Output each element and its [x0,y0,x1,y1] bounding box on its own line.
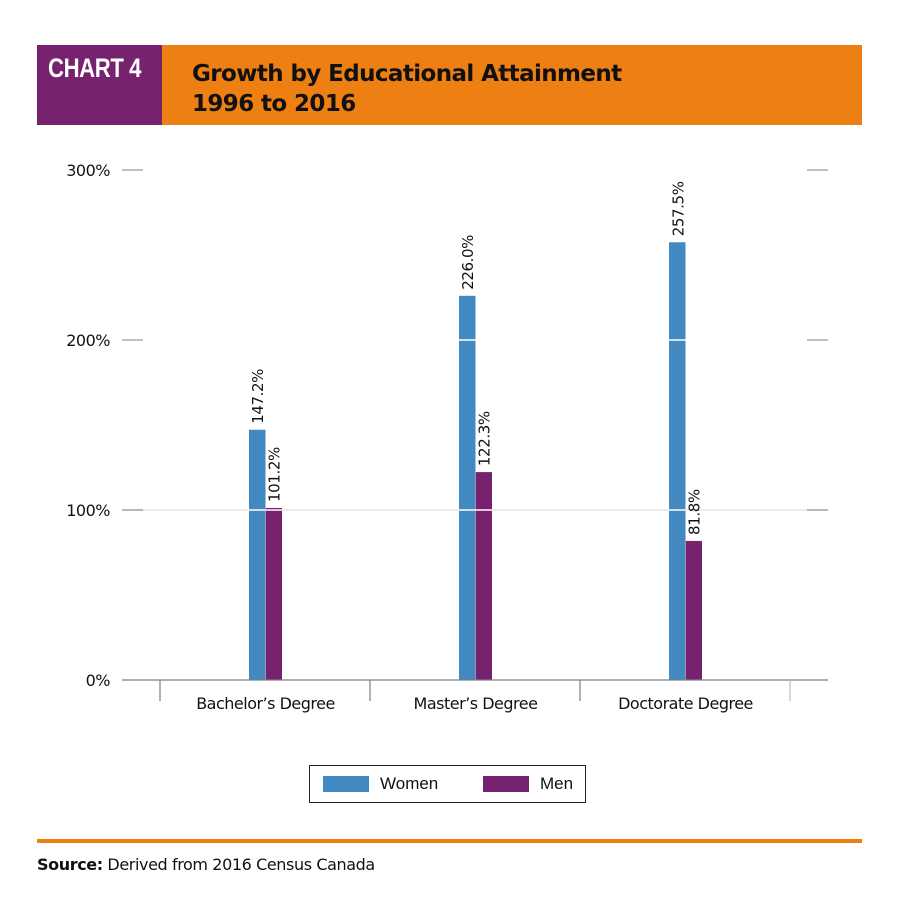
legend-label-men: Men [540,774,574,793]
data-label-women-1: 226.0% [459,235,477,290]
bar-women-1 [459,295,476,680]
chart-title-line2: 1996 to 2016 [192,91,356,117]
data-label-men-0: 101.2% [266,447,284,502]
bar-men-2 [685,540,702,680]
y-tick-label: 200% [66,331,110,350]
y-tick-label: 300% [66,161,110,180]
y-tick-label: 0% [86,671,111,690]
source-text: Derived from 2016 Census Canada [102,855,375,874]
data-label-women-0: 147.2% [249,369,267,424]
data-label-men-2: 81.8% [686,489,704,535]
chart-title: Growth by Educational Attainment 1996 to… [192,59,622,119]
x-tick-label: Master’s Degree [414,694,538,713]
source-note: Source: Derived from 2016 Census Canada [37,855,375,874]
bar-women-2 [669,242,686,680]
chart-title-line1: Growth by Educational Attainment [192,61,622,87]
bar-women-0 [249,429,266,680]
chart-legend: Women Men [309,765,586,803]
chart-header: CHART 4 Growth by Educational Attainment… [37,45,862,125]
chart-number-badge: CHART 4 [37,45,162,125]
bar-men-1 [475,472,492,680]
data-label-men-1: 122.3% [476,411,494,466]
x-tick-label: Doctorate Degree [618,694,753,713]
x-tick-label: Bachelor’s Degree [196,694,335,713]
y-tick-label: 100% [66,501,110,520]
bar-men-0 [265,507,282,680]
legend-swatch-women [323,776,369,792]
data-label-women-2: 257.5% [669,181,687,236]
source-label: Source: [37,855,103,874]
chart-number-label: CHART 4 [48,53,142,83]
legend-label-women: Women [380,774,439,793]
legend-swatch-men [483,776,529,792]
footer-divider [37,839,862,843]
